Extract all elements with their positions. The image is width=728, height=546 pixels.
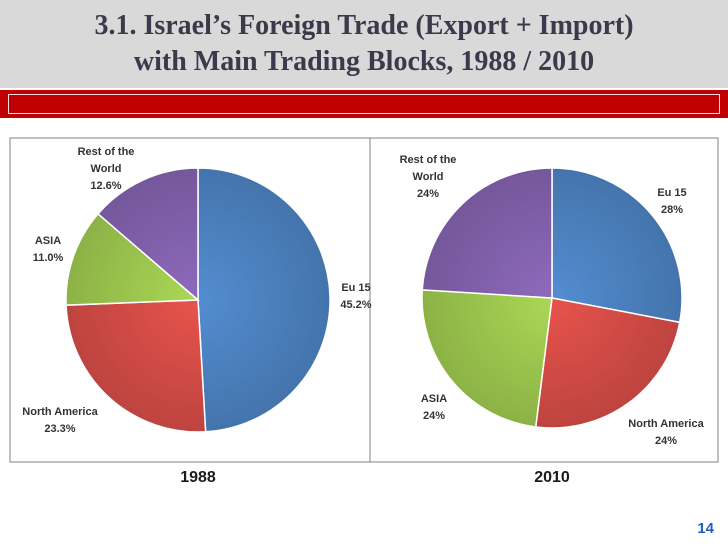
pie-2010: Eu 15 28% North America 24% ASIA 24% Rest of t… — [400, 154, 705, 486]
pie-2010-label-0-line-1: 28% — [661, 204, 683, 216]
pie-2010-slice-1 — [534, 297, 681, 429]
pie-1988-label-0-line-0: Eu 15 — [341, 282, 370, 294]
page-title: 3.1. Israel’s Foreign Trade (Export + Im… — [0, 8, 728, 80]
pie-title-2010: 2010 — [534, 469, 570, 486]
pie-1988-slice-2 — [65, 212, 200, 306]
pie-2010-slice-0 — [551, 167, 683, 324]
pie-2010-label-0-line-0: Eu 15 — [657, 187, 686, 199]
pie-1988-slice-3 — [96, 167, 199, 302]
title-bar — [0, 0, 728, 88]
pie-1988-label-2-line-0: ASIA — [35, 235, 61, 247]
pie-1988-label-3-line-0: Rest of the — [78, 146, 135, 158]
pie-2010-label-3-line-1: World — [413, 171, 444, 183]
pie-2010-label-2-line-1: 24% — [423, 410, 445, 422]
pie-1988-label-3-line-2: 12.6% — [90, 180, 121, 192]
title-line-2: with Main Trading Blocks, 1988 / 2010 — [133, 46, 595, 77]
pie-1988-label-0-line-1: 45.2% — [340, 299, 371, 311]
pie-1988-slice-0 — [197, 167, 331, 433]
pie-1988-label-1-line-0: North America — [22, 406, 98, 418]
page-number: 14 — [697, 520, 714, 537]
pie-2010-slice-2 — [421, 289, 553, 428]
pie-2010-label-1-line-1: 24% — [655, 435, 677, 447]
pie-2010-label-1-line-0: North America — [628, 418, 704, 430]
title-line-1: 3.1. Israel’s Foreign Trade (Export + Im… — [94, 10, 634, 41]
pie-1988-label-2-line-1: 11.0% — [33, 252, 64, 264]
pie-1988-slice-1 — [65, 299, 207, 433]
pie-2010-slice-3 — [421, 167, 553, 299]
pie-1988-label-1-line-1: 23.3% — [44, 423, 75, 435]
pie-2010-label-2-line-0: ASIA — [421, 393, 447, 405]
pie-2010-label-3-line-0: Rest of the — [400, 154, 457, 166]
pie-1988-label-3-line-1: World — [91, 163, 122, 175]
red-band-inner — [8, 94, 720, 114]
pie-title-1988: 1988 — [180, 469, 216, 486]
pie-2010-label-3-line-2: 24% — [417, 188, 439, 200]
pie-1988: Eu 15 45.2% North America 23.3% ASIA 11.0% Res… — [22, 146, 372, 486]
